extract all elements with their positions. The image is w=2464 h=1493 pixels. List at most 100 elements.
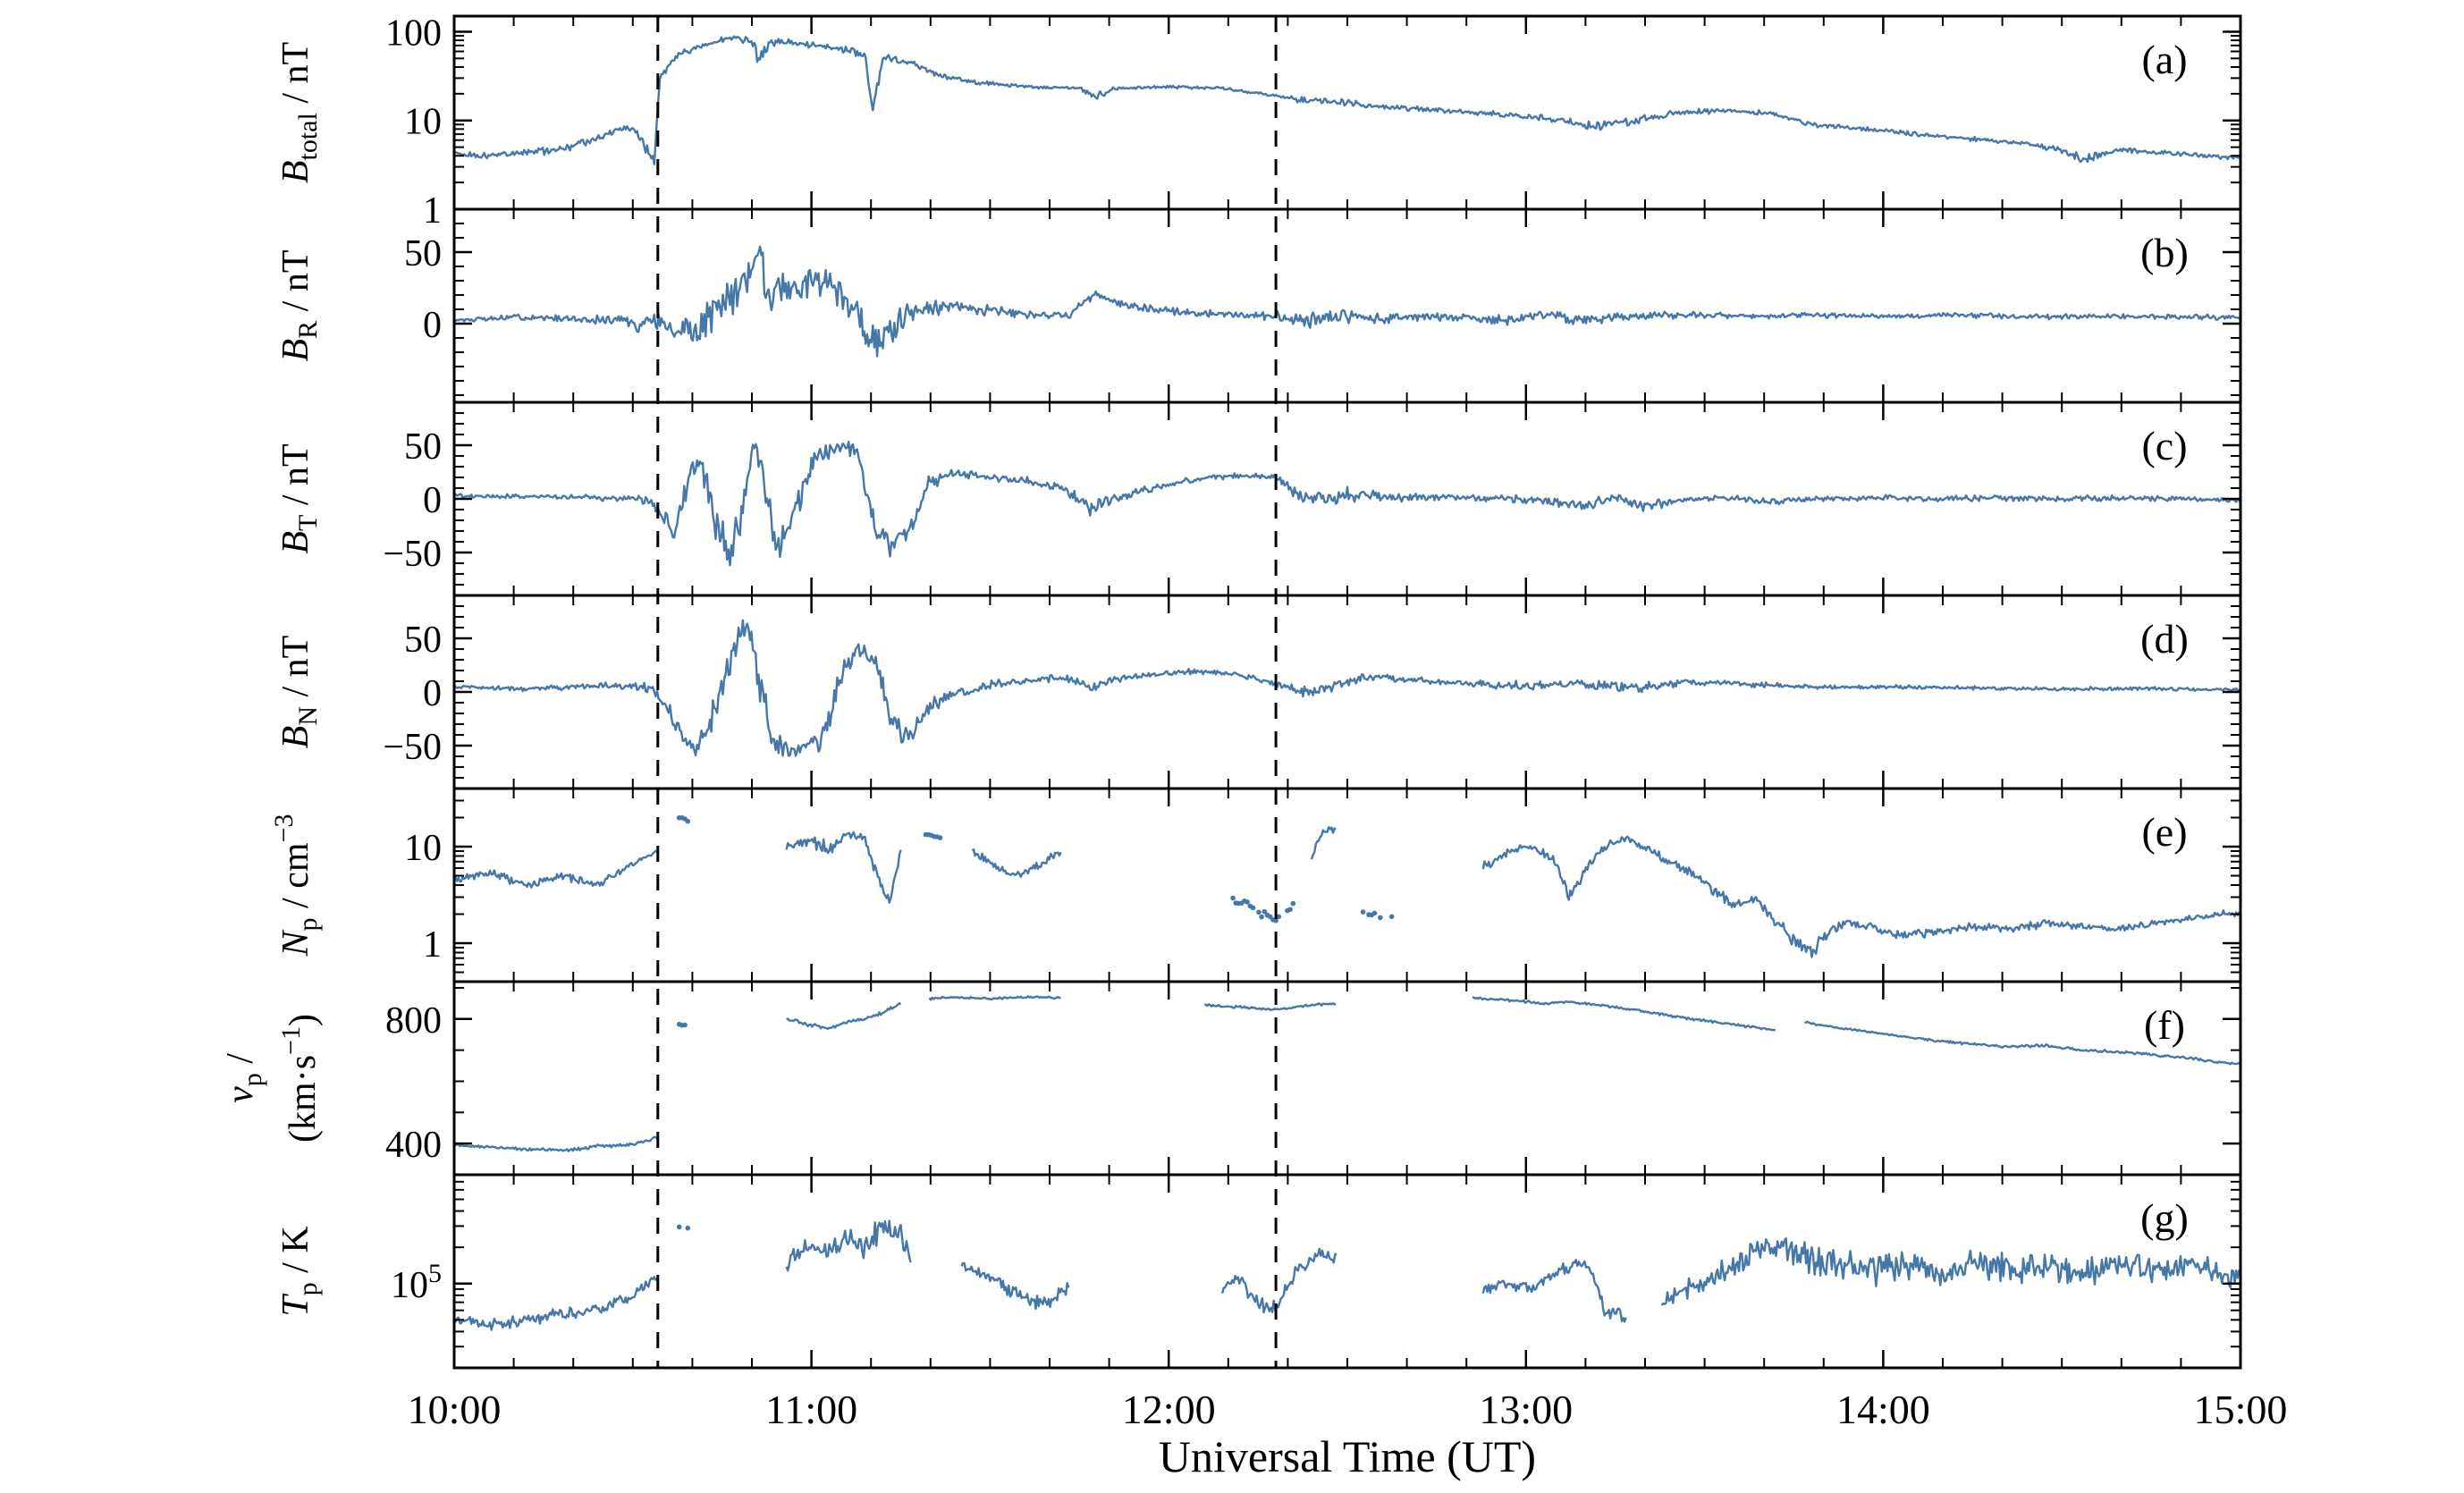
series-line [1481,1259,1627,1323]
panel-series [454,1219,2240,1331]
panel-series [454,619,2240,757]
y-axis-label: Tp / K [275,1226,323,1316]
data-point [682,1022,688,1028]
panel-letter: (f) [2144,1002,2185,1048]
y-tick-label: 800 [385,1000,442,1042]
series-line [454,1135,658,1152]
data-point [1262,908,1268,915]
y-tick-label: 0 [423,305,442,346]
series-line [928,995,1061,1001]
series-line [1472,996,1776,1032]
panel-series [454,440,2240,567]
data-point [1360,909,1366,915]
panel-v-p: 800 400 (f) vp / (km·s−1) [220,980,2242,1177]
y-tick-label: 10 [404,102,442,143]
panel-letter: (e) [2141,809,2187,855]
data-point [1371,910,1378,916]
x-tick-label: 10:00 [408,1387,502,1432]
data-point [1245,899,1250,905]
panel-b-t: 50 0 −50 (c) BT / nT [275,401,2242,597]
data-point [1378,915,1383,921]
panel-letter: (b) [2140,230,2189,275]
panel-letter: (d) [2140,616,2189,662]
y-tick-label: 0 [423,480,442,521]
series-line [454,440,2240,567]
y-axis-label: BR / nT [275,250,323,362]
y-axis-label: Btotal / nT [275,42,323,183]
series-line [1481,835,2240,958]
panel-n-p: 10 1 (e) Np / cm−3 [269,787,2242,983]
y-tick-label: 400 [385,1125,442,1166]
x-tick-label: 13:00 [1479,1387,1573,1432]
data-point [1273,917,1278,924]
data-point [1290,900,1296,907]
data-point [1250,905,1256,911]
y-axis-label: (km·s−1) [276,1014,324,1143]
data-point [1259,914,1264,920]
panel-letter: (a) [2141,37,2187,82]
series-line [960,1261,1070,1311]
data-point [1287,907,1293,913]
panel-series [454,245,2240,358]
y-tick-label: 50 [404,426,442,468]
y-tick-label: 100 [385,13,442,55]
panel-letter: (g) [2140,1195,2189,1241]
axis-ticks [452,16,2242,211]
panel-frame [452,14,2242,211]
series-line [454,849,658,889]
series-line [1804,1020,2240,1066]
data-point [937,835,943,840]
y-tick-label: −50 [383,534,442,575]
axis-ticks [452,789,2242,982]
y-tick-label: 0 [423,673,442,714]
y-tick-label: 50 [404,233,442,274]
x-tick-label: 14:00 [1836,1387,1930,1432]
panel-frame [452,980,2242,1177]
y-axis-label: BN / nT [275,636,323,749]
series-line [454,35,2240,165]
series-line [1660,1237,2240,1306]
y-axis-label: Np / cm−3 [269,814,323,957]
x-axis-title: Universal Time (UT) [1158,1431,1537,1481]
panel-series [454,814,2240,958]
y-tick-label: 50 [404,620,442,661]
series-line [1203,1002,1337,1011]
series-line [971,848,1062,878]
panel-series [454,35,2240,165]
axis-ticks [452,1175,2242,1368]
y-tick-label: 1 [423,924,442,966]
panel-frame [452,787,2242,983]
series-line [454,245,2240,358]
series-line [454,619,2240,757]
series-line [1220,1247,1337,1314]
series-line [1310,826,1337,860]
data-point [1256,909,1262,915]
panel-b-n: 50 0 −50 (d) BN / nT [275,594,2242,790]
data-point [1388,914,1395,920]
x-tick-label: 15:00 [2194,1387,2288,1432]
data-point [1230,895,1236,901]
panel-letter: (c) [2141,423,2187,468]
y-axis-label: BT / nT [275,443,323,553]
y-tick-label: 10 [404,828,442,869]
panel-frame [452,1173,2242,1370]
series-line [785,831,902,904]
x-tick-label: 11:00 [765,1387,857,1432]
panel-b-r: 50 0 (b) BR / nT [275,207,2242,404]
panel-t-p: 105 (g) Tp / K [275,1173,2242,1370]
data-point [685,1225,691,1231]
axis-ticks [452,982,2242,1175]
data-point [1276,914,1282,920]
y-tick-label: 1 [423,190,442,232]
series-line [454,1276,658,1331]
data-point [676,1224,682,1230]
series-line [785,1219,912,1272]
series-line [786,1002,902,1030]
y-tick-label: −50 [383,727,442,768]
panel-b-total: 100 10 1 (a) Btotal / nT [275,13,2242,232]
y-axis-label: vp / [220,1053,267,1103]
data-point [685,818,691,824]
panel-series [454,995,2240,1152]
